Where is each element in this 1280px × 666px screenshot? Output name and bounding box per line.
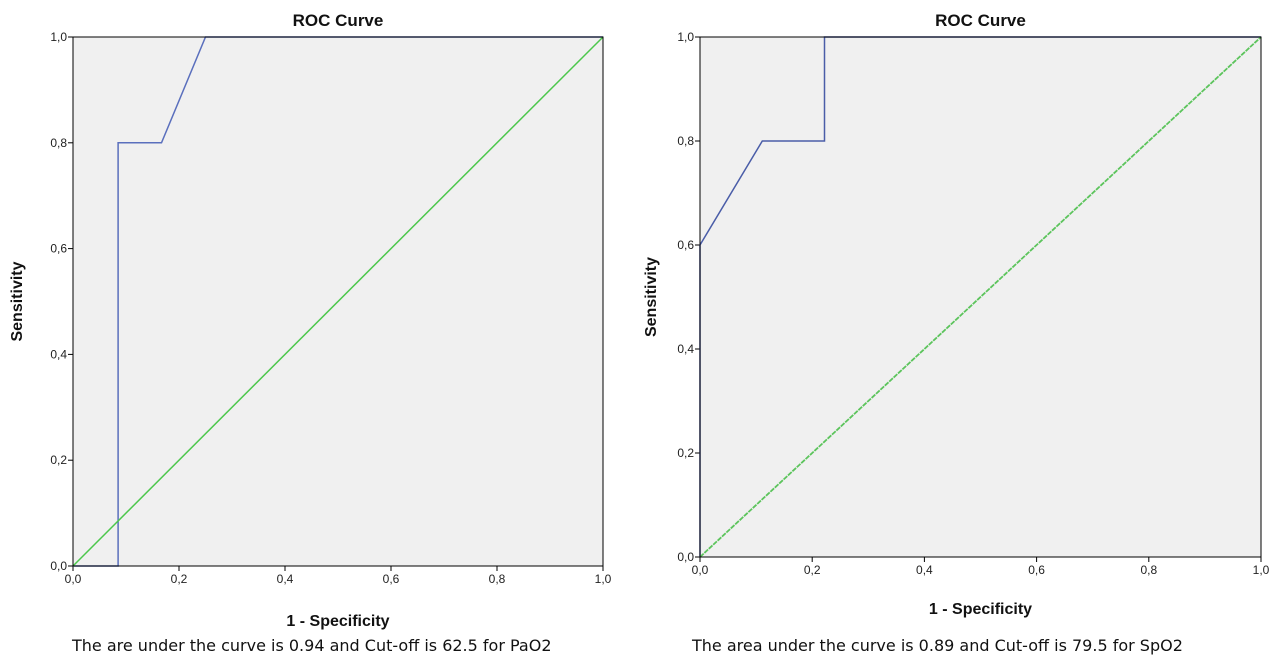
- y-tick-label: 0,0: [677, 550, 694, 564]
- series-line: [699, 36, 1262, 558]
- x-tick-label: 0,2: [171, 572, 188, 586]
- x-tick-label: 0,8: [1140, 563, 1157, 577]
- x-tick-label: 0,2: [804, 563, 821, 577]
- series-line: [72, 36, 604, 567]
- x-tick-label: 0,4: [277, 572, 294, 586]
- chart-caption: The area under the curve is 0.89 and Cut…: [692, 636, 1183, 655]
- y-tick-label: 0,4: [50, 347, 67, 361]
- y-axis-title: Sensitivity: [9, 261, 26, 341]
- plot-frame: [72, 36, 604, 567]
- roc-chart-pao2: 0,0 0,2 0,4 0,6 0,8 1,0 0,0 0,2 0,4 0,6 0,8 1,0 ROC …: [9, 11, 612, 655]
- plot-frame: [699, 36, 1262, 558]
- x-tick-label: 0,6: [383, 572, 400, 586]
- x-tick-label: 1,0: [1253, 563, 1270, 577]
- x-tick-label: 0,0: [692, 563, 709, 577]
- x-axis-title: 1 - Specificity: [286, 613, 389, 630]
- chart-title: ROC Curve: [293, 11, 384, 30]
- x-tick-label: 0,4: [916, 563, 933, 577]
- y-axis-title: Sensitivity: [643, 257, 660, 337]
- y-tick-label: 0,0: [50, 559, 67, 573]
- y-tick-label: 1,0: [677, 30, 694, 44]
- y-tick-label: 0,2: [50, 453, 67, 467]
- x-tick-label: 0,0: [65, 572, 82, 586]
- roc-chart-spo2: 0,0 0,2 0,4 0,6 0,8 1,0 0,0 0,2 0,4 0,6 0,8 1,0 ROC …: [640, 0, 1280, 666]
- x-tick-label: 1,0: [595, 572, 612, 586]
- y-tick-label: 0,8: [50, 136, 67, 150]
- y-tick-label: 0,2: [677, 446, 694, 460]
- x-tick-label: 0,8: [489, 572, 506, 586]
- chart-caption: The are under the curve is 0.94 and Cut-…: [72, 636, 552, 655]
- y-tick-label: 0,6: [50, 242, 67, 256]
- x-tick-label: 0,6: [1028, 563, 1045, 577]
- y-tick-label: 0,6: [677, 238, 694, 252]
- chart-title: ROC Curve: [935, 11, 1026, 30]
- x-axis-title: 1 - Specificity: [929, 601, 1032, 618]
- roc-chart-svg: 0,0 0,2 0,4 0,6 0,8 1,0 0,0 0,2 0,4 0,6 0,8 1,0 ROC …: [9, 11, 612, 630]
- roc-chart-svg: 0,0 0,2 0,4 0,6 0,8 1,0 0,0 0,2 0,4 0,6 0,8 1,0 ROC …: [643, 11, 1270, 618]
- y-tick-label: 1,0: [50, 30, 67, 44]
- y-tick-label: 0,8: [677, 134, 694, 148]
- y-tick-label: 0,4: [677, 342, 694, 356]
